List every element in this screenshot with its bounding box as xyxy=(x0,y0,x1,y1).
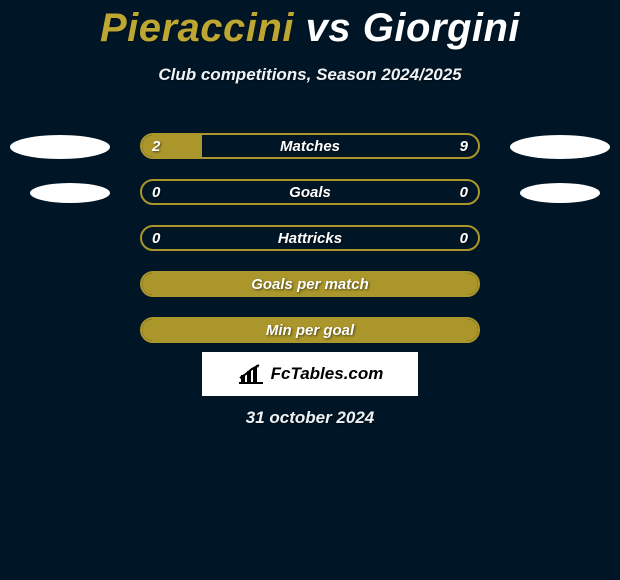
stat-bar: Goals per match xyxy=(140,271,480,297)
page-title: Pieraccini vs Giorgini xyxy=(0,0,620,51)
stat-label: Hattricks xyxy=(142,227,478,249)
brand-text: FcTables.com xyxy=(271,364,384,384)
stat-bar: 00Hattricks xyxy=(140,225,480,251)
stat-row: 00Hattricks xyxy=(0,215,620,261)
stat-row: 00Goals xyxy=(0,169,620,215)
player2-name: Giorgini xyxy=(363,6,520,50)
player2-logo-placeholder xyxy=(510,135,610,159)
stat-bar: 29Matches xyxy=(140,133,480,159)
player1-logo-placeholder xyxy=(30,183,110,203)
stat-row: 29Matches xyxy=(0,123,620,169)
comparison-card: Pieraccini vs Giorgini Club competitions… xyxy=(0,0,620,580)
bar-chart-icon xyxy=(237,363,265,385)
stat-row: Min per goal xyxy=(0,307,620,353)
stat-rows: 29Matches 00Goals 00Hattricks Goals per mat… xyxy=(0,123,620,353)
stat-label: Goals per match xyxy=(142,273,478,295)
player1-name: Pieraccini xyxy=(100,6,294,50)
vs-text: vs xyxy=(306,6,352,50)
brand-box: FcTables.com xyxy=(202,352,418,396)
stat-row: Goals per match xyxy=(0,261,620,307)
stat-label: Matches xyxy=(142,135,478,157)
date: 31 october 2024 xyxy=(0,408,620,428)
player1-logo-placeholder xyxy=(10,135,110,159)
player2-logo-placeholder xyxy=(520,183,600,203)
stat-bar: Min per goal xyxy=(140,317,480,343)
stat-bar: 00Goals xyxy=(140,179,480,205)
stat-label: Min per goal xyxy=(142,319,478,341)
subtitle: Club competitions, Season 2024/2025 xyxy=(0,65,620,85)
stat-label: Goals xyxy=(142,181,478,203)
